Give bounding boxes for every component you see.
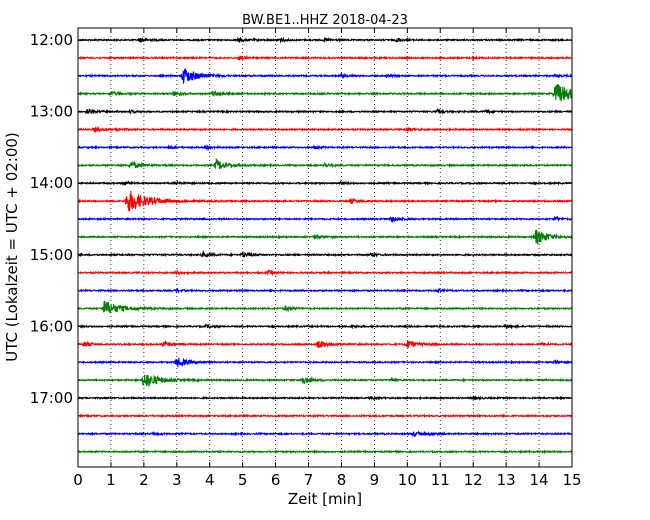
- y-tick-label: 13:00: [30, 103, 73, 121]
- y-tick-label: 15:00: [30, 246, 73, 264]
- seismogram-trace: [77, 107, 573, 115]
- x-tick-label: 1: [106, 471, 116, 489]
- seismogram-trace: [77, 125, 573, 133]
- y-tick-label: 17:00: [30, 389, 73, 407]
- x-axis-label: Zeit [min]: [288, 490, 362, 508]
- y-tick-label: 12:00: [30, 31, 73, 49]
- x-tick-label: 4: [205, 471, 215, 489]
- seismogram-trace: [77, 157, 573, 170]
- chart-title: BW.BE1..HHZ 2018-04-23: [242, 13, 408, 28]
- seismogram-trace: [77, 323, 573, 330]
- x-tick-label: 2: [139, 471, 149, 489]
- x-tick-label: 6: [271, 471, 281, 489]
- x-tick-label: 11: [431, 471, 450, 489]
- y-tick-label: 14:00: [30, 174, 73, 192]
- seismogram-trace: [77, 54, 573, 62]
- seismogram-trace: [77, 268, 573, 277]
- seismogram-trace: [77, 395, 573, 401]
- x-tick-label: 15: [562, 471, 581, 489]
- y-axis: 12:00 13:00 14:00 15:00 16:00 17:00: [30, 31, 572, 407]
- x-tick-label: 7: [304, 471, 314, 489]
- x-tick-label: 0: [73, 471, 83, 489]
- seismogram-trace: [77, 250, 573, 258]
- x-axis: 0 1 2 3 4 5 6 7 8 9 10 11 12 13 14 15: [73, 28, 582, 489]
- x-tick-label: 13: [497, 471, 516, 489]
- plot-frame: [77, 27, 573, 468]
- x-tick-label: 14: [530, 471, 549, 489]
- seismogram-trace: [77, 179, 573, 186]
- y-axis-label: UTC (Lokalzeit = UTC + 02:00): [3, 132, 21, 362]
- seismogram-trace: [77, 229, 573, 245]
- x-tick-label: 3: [172, 471, 182, 489]
- seismogram-trace: [77, 374, 573, 388]
- seismogram-trace: [77, 449, 573, 455]
- seismogram-trace: [77, 215, 573, 223]
- seismogram-trace: [77, 300, 573, 314]
- seismogram-trace: [77, 287, 573, 295]
- x-tick-label: 8: [337, 471, 347, 489]
- x-tick-label: 9: [370, 471, 380, 489]
- seismogram-trace: [77, 143, 573, 152]
- x-tick-label: 10: [398, 471, 417, 489]
- seismogram-trace: [77, 413, 573, 419]
- seismogram-trace: [77, 36, 572, 44]
- seismogram-trace: [77, 430, 573, 438]
- seismogram-trace: [77, 190, 573, 212]
- seismogram-trace: [78, 67, 573, 84]
- x-tick-label: 12: [464, 471, 483, 489]
- seismogram-trace: [77, 84, 573, 102]
- y-tick-label: 16:00: [30, 317, 73, 335]
- seismogram-trace: [77, 357, 573, 368]
- seismogram-trace: [77, 339, 573, 349]
- trace-group: [77, 36, 573, 455]
- x-tick-label: 5: [238, 471, 248, 489]
